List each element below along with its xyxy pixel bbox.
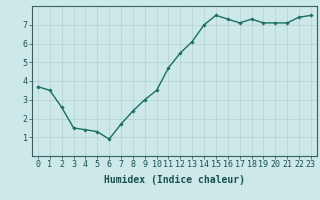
X-axis label: Humidex (Indice chaleur): Humidex (Indice chaleur) [104,175,245,185]
